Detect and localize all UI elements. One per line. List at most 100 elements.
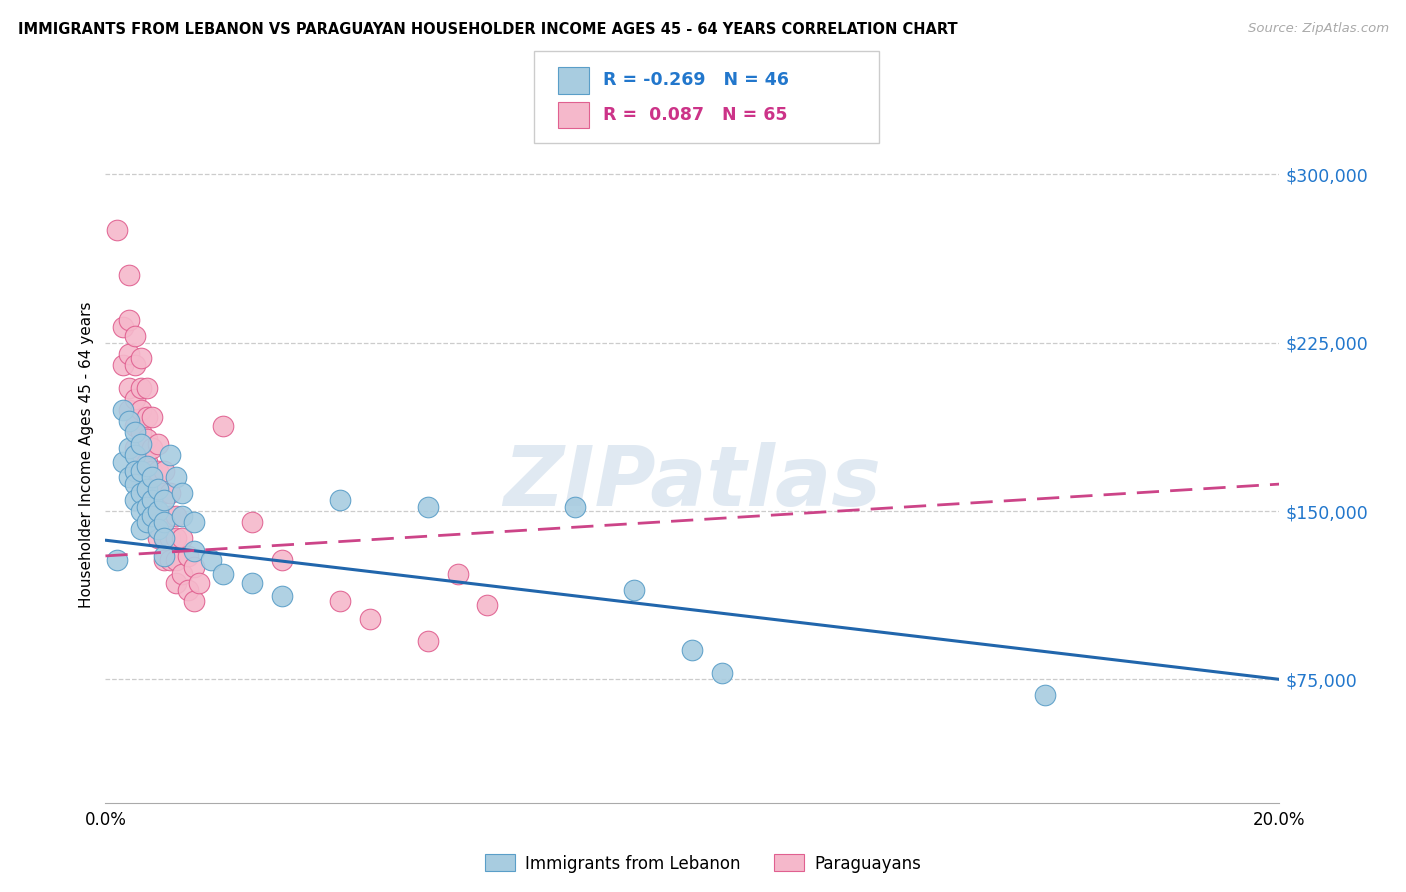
Point (148, 486, 170, 500)
Point (165, 470, 187, 484)
Point (124, 425, 146, 440)
Point (124, 448, 146, 462)
Point (135, 482, 157, 496)
Point (124, 441, 146, 455)
Point (170, 508, 193, 523)
Point (124, 464, 146, 478)
Point (153, 486, 176, 500)
Point (118, 268, 141, 283)
Point (135, 409, 157, 424)
Point (148, 508, 170, 523)
Text: ZIPatlas: ZIPatlas (503, 442, 882, 524)
Point (240, 515, 263, 529)
Point (141, 470, 163, 484)
Point (200, 553, 222, 567)
Point (129, 486, 152, 500)
Point (148, 504, 170, 518)
Point (176, 549, 198, 563)
Point (129, 504, 152, 518)
Point (329, 492, 352, 507)
Point (129, 477, 152, 491)
Point (183, 594, 205, 608)
Point (159, 508, 181, 523)
Point (112, 403, 135, 417)
Point (710, 665, 733, 680)
Point (176, 582, 198, 597)
Point (118, 313, 141, 327)
Point (124, 464, 146, 478)
Point (135, 459, 157, 474)
Point (105, 223, 128, 237)
Point (135, 500, 157, 514)
Point (623, 582, 645, 597)
Point (153, 549, 176, 563)
Point (135, 455, 157, 469)
Point (124, 477, 146, 491)
Point (148, 522, 170, 536)
Point (118, 470, 141, 484)
Point (118, 441, 141, 455)
Text: R = -0.269   N = 46: R = -0.269 N = 46 (603, 71, 789, 89)
Point (148, 531, 170, 545)
Point (129, 425, 152, 440)
Point (188, 575, 211, 590)
Point (129, 455, 152, 469)
Point (1033, 688, 1056, 702)
Point (270, 553, 292, 567)
Point (159, 553, 181, 567)
Point (153, 508, 176, 523)
Point (124, 392, 146, 406)
Point (141, 409, 163, 424)
Point (129, 464, 152, 478)
Point (118, 381, 141, 395)
Point (129, 522, 152, 536)
Point (564, 500, 586, 514)
Point (183, 515, 205, 529)
Point (446, 566, 468, 581)
Point (112, 320, 135, 334)
Point (141, 508, 163, 523)
Point (240, 575, 263, 590)
Point (170, 486, 193, 500)
Point (105, 553, 128, 567)
Point (359, 612, 381, 626)
Text: R =  0.087   N = 65: R = 0.087 N = 65 (603, 106, 787, 124)
Point (148, 464, 170, 478)
Point (165, 553, 187, 567)
Point (153, 492, 176, 507)
Point (183, 544, 205, 558)
Point (153, 531, 176, 545)
Point (112, 455, 135, 469)
Point (141, 492, 163, 507)
Point (129, 403, 152, 417)
Point (124, 418, 146, 433)
Point (211, 418, 233, 433)
Point (153, 531, 176, 545)
Point (129, 436, 152, 450)
Point (135, 515, 157, 529)
Legend: Immigrants from Lebanon, Paraguayans: Immigrants from Lebanon, Paraguayans (478, 847, 928, 880)
Point (418, 500, 440, 514)
Point (118, 414, 141, 428)
Point (148, 482, 170, 496)
Point (682, 643, 704, 657)
Point (129, 351, 152, 366)
Point (141, 486, 163, 500)
Point (418, 634, 440, 648)
Point (124, 492, 146, 507)
Point (129, 381, 152, 395)
Point (159, 448, 181, 462)
Point (118, 403, 141, 417)
Point (165, 531, 187, 545)
Point (135, 432, 157, 446)
Point (183, 560, 205, 574)
Text: Source: ZipAtlas.com: Source: ZipAtlas.com (1249, 22, 1389, 36)
Text: IMMIGRANTS FROM LEBANON VS PARAGUAYAN HOUSEHOLDER INCOME AGES 45 - 64 YEARS CORR: IMMIGRANTS FROM LEBANON VS PARAGUAYAN HO… (18, 22, 957, 37)
Point (141, 464, 163, 478)
Point (329, 594, 352, 608)
Point (118, 347, 141, 361)
Y-axis label: Householder Income Ages 45 - 64 years: Householder Income Ages 45 - 64 years (79, 301, 94, 608)
Point (148, 436, 170, 450)
Point (124, 358, 146, 372)
Point (165, 508, 187, 523)
